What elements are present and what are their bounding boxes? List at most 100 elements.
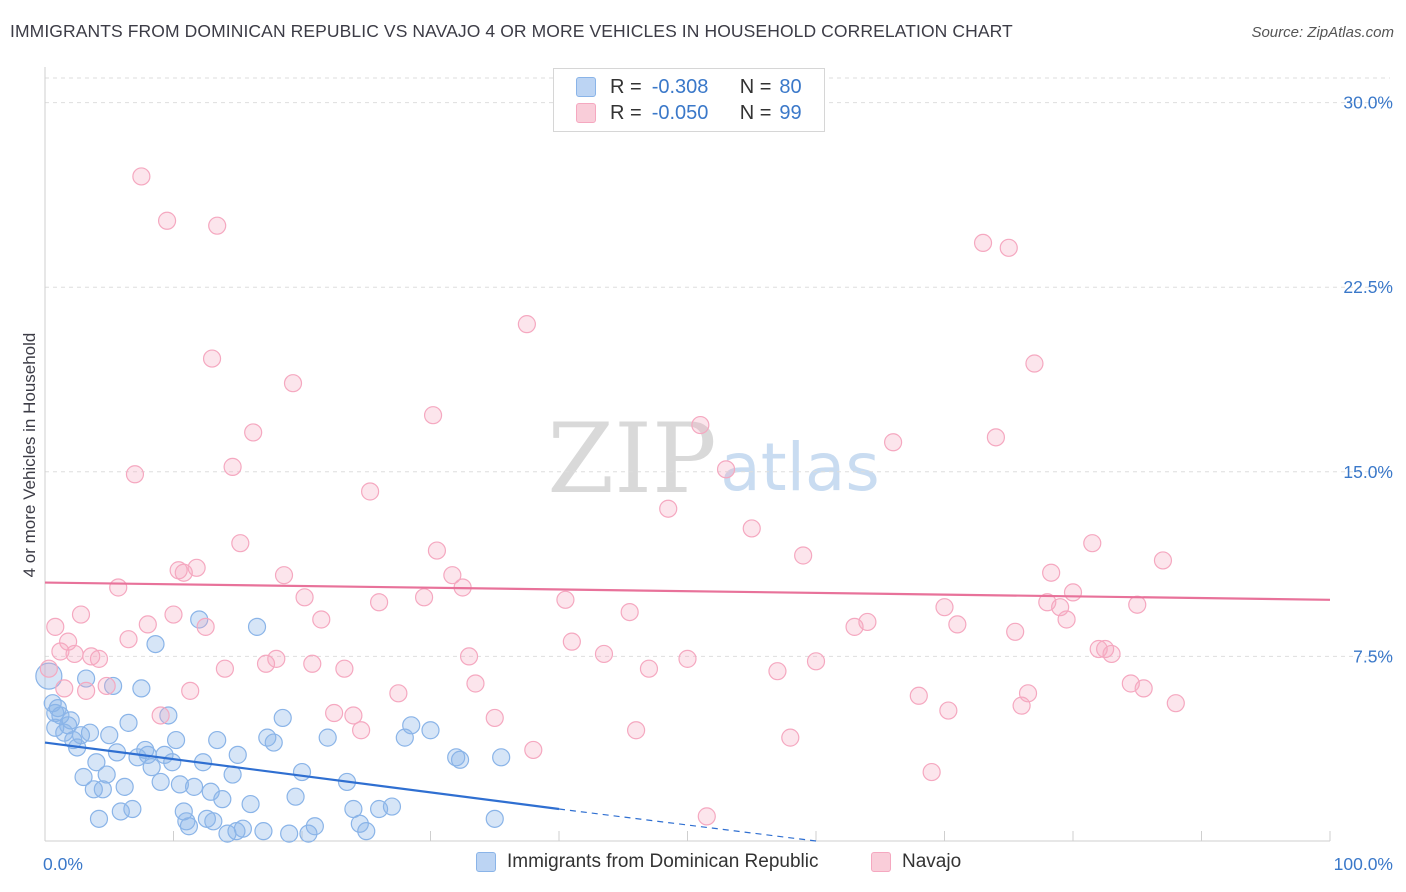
bottom-legend-label-dominican: Immigrants from Dominican Republic	[507, 851, 819, 872]
point-dominican	[61, 711, 80, 730]
point-navajo	[1083, 534, 1102, 553]
point-navajo	[1134, 679, 1153, 698]
legend-n-label: N =	[739, 75, 772, 98]
source-label: Source: ZipAtlas.com	[1251, 24, 1394, 41]
bottom-legend-label-navajo: Navajo	[902, 851, 962, 872]
point-dominican	[382, 797, 402, 816]
point-dominican	[305, 817, 324, 836]
point-navajo	[344, 706, 363, 725]
point-dominican	[247, 617, 267, 636]
point-navajo	[46, 617, 65, 636]
point-navajo	[659, 499, 678, 518]
point-navajo	[1006, 622, 1025, 641]
point-navajo	[267, 649, 286, 668]
point-dominican	[208, 730, 227, 750]
point-dominican	[159, 706, 178, 725]
point-navajo	[361, 482, 380, 501]
x-tick-label: 0.0%	[43, 854, 83, 874]
point-dominican	[264, 733, 283, 752]
tick-labels: 7.5% 15.0% 22.5% 30.0% 0.0% 100.0%	[43, 93, 1393, 874]
point-navajo	[986, 428, 1006, 447]
point-dominican	[421, 721, 440, 740]
point-dominican	[357, 822, 376, 841]
point-dominican	[292, 762, 312, 782]
point-navajo	[215, 659, 234, 678]
y-tick-label: 30.0%	[1343, 93, 1393, 113]
legend-n-label: N =	[739, 101, 772, 124]
point-dominican	[77, 669, 96, 688]
point-dominican	[177, 812, 196, 831]
point-dominican	[74, 767, 93, 787]
point-navajo	[909, 686, 928, 705]
point-navajo	[370, 593, 389, 612]
point-navajo	[164, 605, 183, 624]
point-dominican	[254, 822, 273, 841]
point-navajo	[1018, 684, 1038, 703]
point-dominican	[146, 634, 165, 654]
point-navajo	[524, 740, 543, 760]
y-tick-label: 7.5%	[1353, 646, 1393, 666]
point-dominican	[485, 809, 504, 828]
point-navajo	[466, 674, 485, 693]
point-navajo	[939, 701, 958, 720]
point-dominican	[492, 748, 511, 767]
point-navajo	[295, 588, 314, 607]
point-navajo	[1063, 583, 1083, 602]
point-navajo	[55, 679, 74, 698]
legend-swatch-blue	[576, 77, 596, 97]
bottom-legend-swatch-blue	[476, 852, 496, 872]
point-dominican	[46, 718, 65, 737]
point-navajo	[423, 406, 443, 425]
axes	[44, 67, 1331, 842]
point-navajo	[231, 534, 250, 553]
point-dominican	[273, 708, 292, 728]
point-navajo	[187, 558, 206, 577]
point-navajo	[89, 649, 109, 668]
point-navajo	[109, 578, 128, 597]
point-navajo	[39, 659, 58, 678]
point-dominican	[35, 662, 63, 690]
point-navajo	[948, 615, 967, 634]
point-navajo	[768, 662, 787, 681]
point-navajo	[352, 721, 371, 740]
point-navajo	[1057, 610, 1076, 629]
point-navajo	[71, 605, 91, 624]
point-dominican	[100, 726, 119, 745]
point-dominican	[233, 819, 252, 838]
point-navajo	[1025, 354, 1044, 373]
point-navajo	[691, 415, 710, 435]
point-navajo	[325, 703, 344, 723]
trend-line-dominican	[44, 741, 560, 811]
legend-n-value-2: 99	[779, 101, 802, 124]
point-navajo	[119, 630, 138, 649]
point-dominican	[280, 824, 299, 843]
point-navajo	[922, 762, 941, 782]
point-navajo	[781, 728, 800, 747]
point-navajo	[794, 546, 813, 565]
point-dominican	[111, 802, 130, 821]
legend-row-navajo: R = -0.050 N = 99	[576, 101, 802, 125]
point-navajo	[806, 652, 826, 671]
point-navajo	[138, 615, 157, 634]
point-navajo	[716, 460, 736, 479]
legend-r-value-2: -0.050	[651, 101, 709, 124]
legend-r-label: R =	[610, 101, 642, 124]
point-navajo	[283, 374, 303, 393]
point-navajo	[274, 566, 294, 585]
point-dominican	[402, 716, 421, 735]
legend-r-label: R =	[610, 75, 642, 98]
point-navajo	[1166, 694, 1185, 713]
point-navajo	[157, 211, 177, 230]
point-dominican	[142, 758, 161, 777]
point-navajo	[196, 617, 215, 636]
point-dominican	[48, 698, 67, 718]
point-navajo	[697, 807, 716, 826]
trend-lines	[44, 581, 1331, 842]
point-dominican	[350, 814, 369, 833]
point-dominican	[241, 794, 260, 814]
point-navajo	[223, 457, 242, 476]
point-navajo	[202, 349, 222, 368]
point-dominican	[119, 713, 138, 732]
point-navajo	[65, 644, 84, 664]
point-navajo	[303, 654, 322, 673]
